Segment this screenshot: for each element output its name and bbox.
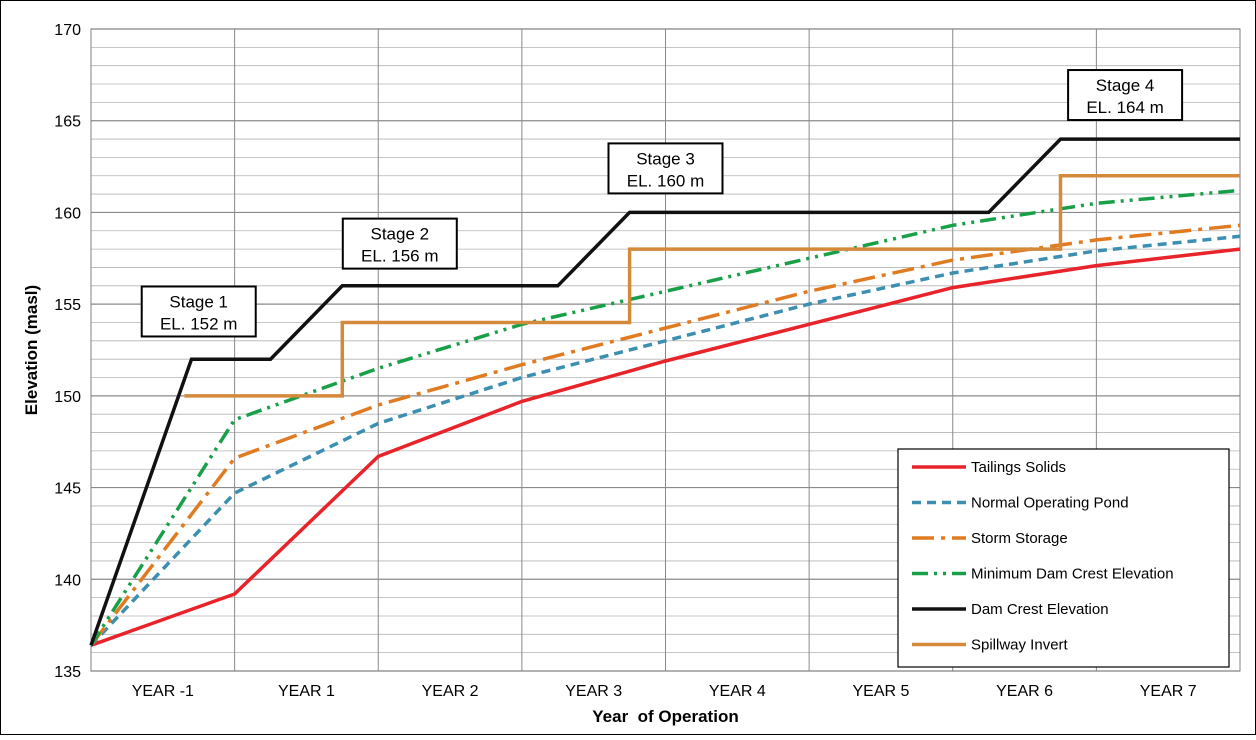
grid-layer <box>90 28 1241 672</box>
stage-3-callout: Stage 3 EL. 160 m <box>607 142 724 195</box>
legend-label: Spillway Invert <box>971 637 1069 654</box>
legend-item-normal-operating-pond: Normal Operating Pond <box>912 495 1129 512</box>
y-tick-label: 150 <box>54 389 81 406</box>
legend-item-minimum-dam-crest-elevation: Minimum Dam Crest Elevation <box>912 566 1174 583</box>
series-line-spillway-invert <box>184 173 1240 398</box>
callout-box <box>1067 69 1184 122</box>
x-tick-label: YEAR 5 <box>852 683 909 700</box>
series-line-dam-crest-elevation <box>89 137 1240 646</box>
y-axis-label: Elevation (masl) <box>22 285 41 415</box>
x-tick-label: YEAR -1 <box>132 683 194 700</box>
x-axis-label: Year of Operation <box>592 707 738 726</box>
callout-title: Stage 3 <box>636 149 695 168</box>
legend-item-storm-storage: Storm Storage <box>912 530 1068 547</box>
x-tick-label: YEAR 4 <box>709 683 766 700</box>
callout-elevation: EL. 160 m <box>627 171 705 190</box>
series-layer <box>89 137 1241 647</box>
x-tick-label: YEAR 3 <box>565 683 622 700</box>
x-tick-label: YEAR 7 <box>1140 683 1197 700</box>
x-tick-label: YEAR 6 <box>996 683 1053 700</box>
plot-border <box>90 28 1241 672</box>
legend-item-dam-crest-elevation: Dam Crest Elevation <box>912 601 1109 618</box>
callout-title: Stage 4 <box>1096 76 1155 95</box>
legend-box <box>897 448 1230 668</box>
stage-1-callout: Stage 1 EL. 152 m <box>140 285 257 338</box>
stage-2-callout: Stage 2 EL. 156 m <box>341 217 458 270</box>
callout-box <box>607 142 724 195</box>
legend-label: Storm Storage <box>971 530 1068 547</box>
legend-item-tailings-solids: Tailings Solids <box>912 459 1066 476</box>
legend: Tailings Solids Normal Operating Pond Stor… <box>897 448 1230 668</box>
y-tick-label: 140 <box>54 572 81 589</box>
y-tick-label: 170 <box>54 22 81 39</box>
callout-title: Stage 2 <box>370 225 429 244</box>
y-tick-label: 145 <box>54 481 81 498</box>
callout-elevation: EL. 164 m <box>1086 98 1164 117</box>
series-line-tailings-solids <box>90 247 1241 647</box>
legend-item-spillway-invert: Spillway Invert <box>912 637 1069 654</box>
x-tick-label: YEAR 1 <box>278 683 335 700</box>
legend-label: Normal Operating Pond <box>971 495 1129 512</box>
callout-title: Stage 1 <box>169 292 228 311</box>
y-tick-label: 160 <box>54 205 81 222</box>
x-tick-label: YEAR 2 <box>422 683 479 700</box>
stage-4-callout: Stage 4 EL. 164 m <box>1067 69 1184 122</box>
y-tick-label: 135 <box>54 664 81 681</box>
legend-label: Dam Crest Elevation <box>971 601 1109 618</box>
callout-box <box>341 217 458 270</box>
callout-box <box>140 285 257 338</box>
y-tick-label: 165 <box>54 114 81 131</box>
callout-elevation: EL. 152 m <box>160 314 238 333</box>
legend-label: Tailings Solids <box>971 459 1066 476</box>
series-line-storm-storage <box>89 223 1241 647</box>
legend-label: Minimum Dam Crest Elevation <box>971 566 1174 583</box>
tick-layer: 135 140 145 150 155 160 165 170 YEAR -1 YEAR 1 YEA… <box>54 22 1196 700</box>
annotation-layer: Stage 1 EL. 152 m Stage 2 EL. 156 m Stage 3 E… <box>140 69 1184 338</box>
callout-elevation: EL. 156 m <box>361 247 439 266</box>
series-line-normal-operating-pond <box>89 234 1241 647</box>
y-tick-label: 155 <box>54 297 81 314</box>
